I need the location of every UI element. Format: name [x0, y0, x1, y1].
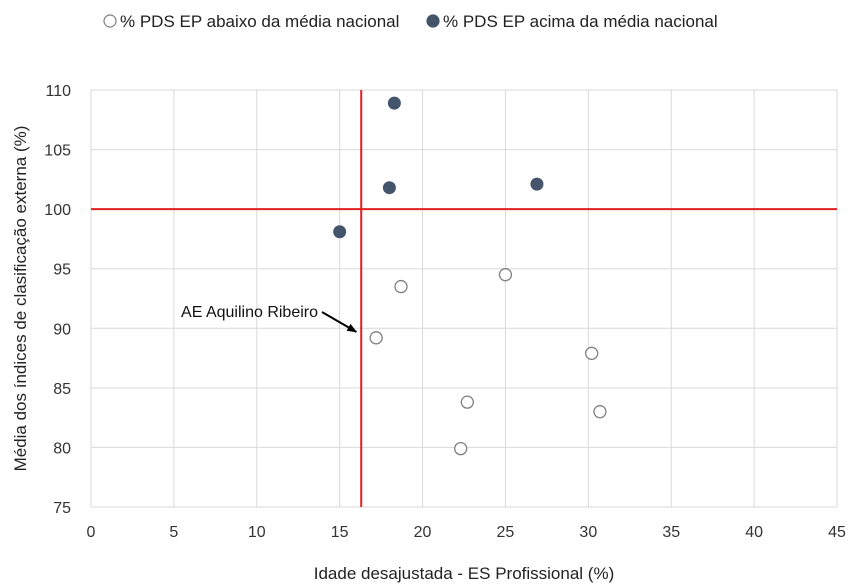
x-tick-label: 25 [497, 524, 515, 541]
y-tick-label: 90 [53, 321, 71, 338]
y-tick-label: 110 [45, 83, 71, 100]
point-abaixo [394, 279, 408, 294]
legend-marker-abaixo [103, 14, 117, 28]
y-tick-label: 95 [53, 262, 71, 279]
annotations: AE Aquilino Ribeiro [181, 304, 358, 333]
point-abaixo [593, 405, 607, 419]
y-tick-label: 105 [44, 143, 71, 160]
x-tick-label: 45 [828, 524, 846, 541]
x-tick-label: 20 [414, 524, 432, 541]
point-abaixo [584, 346, 599, 360]
x-axis-title: Idade desajustada - ES Profissional (%) [314, 564, 615, 583]
x-tick-label: 0 [87, 524, 96, 541]
legend-marker-acima [426, 14, 440, 28]
y-tick-label: 80 [53, 440, 71, 457]
x-axis-ticks: 0 5 10 15 20 25 30 35 40 45 [87, 524, 846, 541]
y-axis-title: Média dos índices de clasificação extern… [11, 126, 30, 472]
y-axis-ticks: 75 80 85 90 95 100 105 110 [44, 83, 71, 517]
point-acima [382, 181, 396, 195]
point-abaixo [369, 331, 383, 345]
legend: % PDS EP abaixo da média nacional % PDS E… [103, 12, 718, 31]
x-tick-label: 35 [662, 524, 680, 541]
point-abaixo [454, 441, 468, 456]
x-tick-label: 40 [745, 524, 763, 541]
point-acima [530, 177, 544, 191]
x-tick-label: 10 [248, 524, 266, 541]
x-tick-label: 30 [579, 524, 597, 541]
data-points [333, 96, 607, 456]
annotation-arrow [321, 311, 358, 333]
x-tick-label: 5 [169, 524, 178, 541]
point-abaixo [460, 395, 474, 409]
y-tick-label: 75 [53, 500, 71, 517]
grid [90, 89, 838, 508]
legend-label: % PDS EP abaixo da média nacional [120, 12, 399, 31]
point-abaixo [498, 268, 513, 282]
legend-label: % PDS EP acima da média nacional [443, 12, 718, 31]
x-tick-label: 15 [331, 524, 349, 541]
reference-lines [91, 90, 837, 507]
annotation-label: AE Aquilino Ribeiro [181, 304, 318, 321]
y-tick-label: 100 [44, 202, 71, 219]
point-acima [387, 96, 401, 110]
point-acima [333, 225, 347, 239]
y-tick-label: 85 [53, 381, 71, 398]
